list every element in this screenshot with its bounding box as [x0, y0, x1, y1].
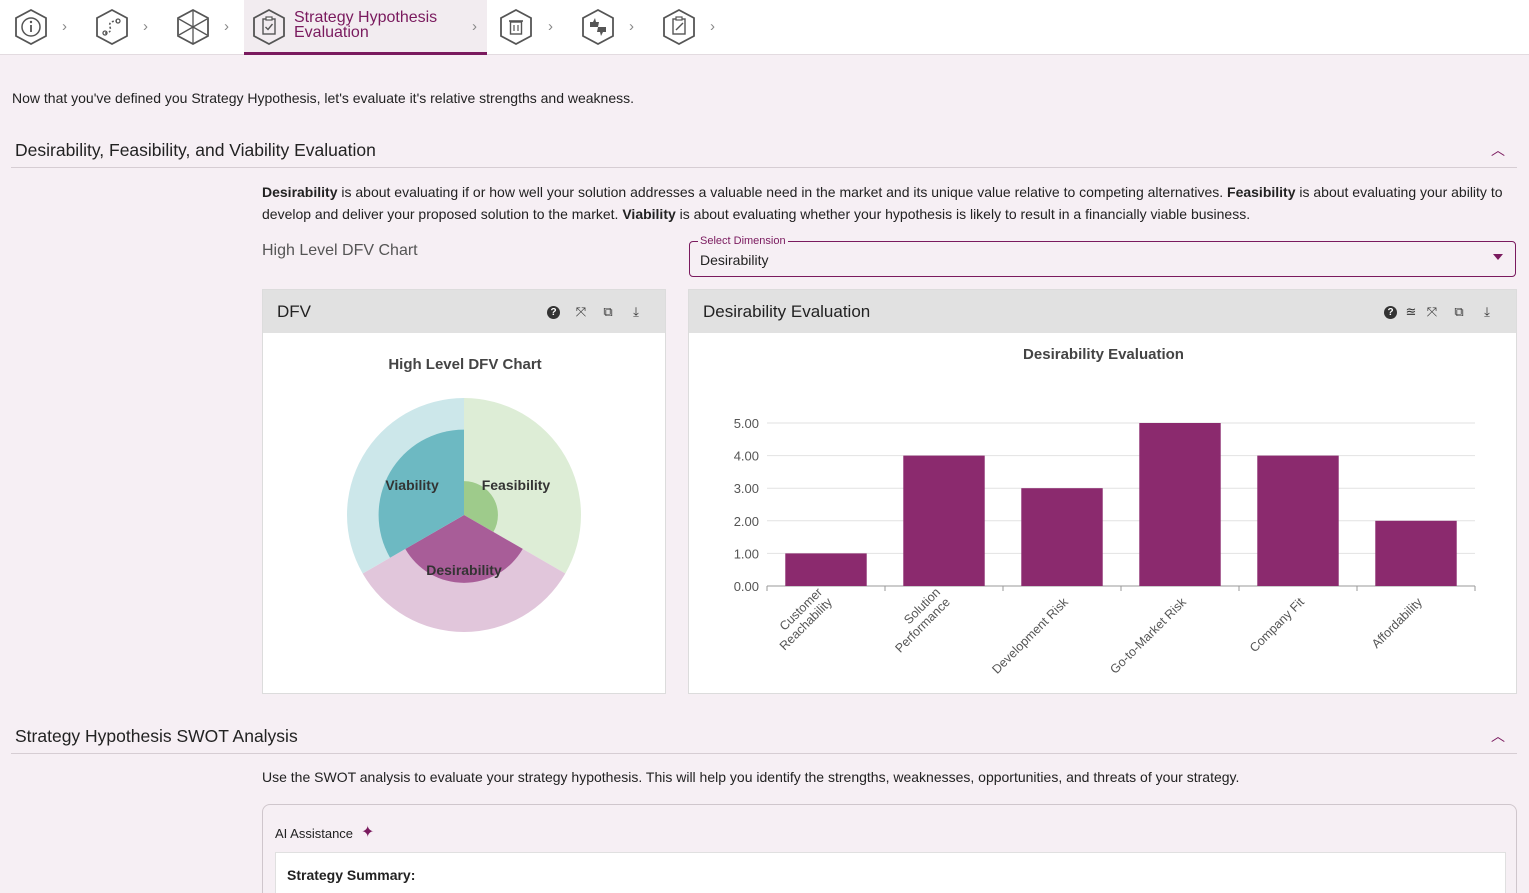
- step-label: Strategy Hypothesis Evaluation: [294, 9, 438, 41]
- expand-icon[interactable]: ⤧: [575, 304, 587, 319]
- section-title: Strategy Hypothesis SWOT Analysis: [15, 726, 298, 746]
- intro-text: Now that you've defined you Strategy Hyp…: [12, 90, 635, 106]
- x-tick-label: Development Risk: [989, 595, 1071, 677]
- select-legend: Select Dimension: [698, 235, 788, 247]
- chevron-right-icon: ›: [710, 18, 715, 35]
- step-info[interactable]: ›: [10, 0, 90, 55]
- x-tick-label: Go-to-Market Risk: [1107, 595, 1189, 677]
- strategy-summary-box[interactable]: Strategy Summary:: [275, 852, 1506, 893]
- clipboard-check-icon: [253, 8, 285, 46]
- chevron-right-icon: ›: [62, 18, 67, 35]
- y-tick-label: 1.00: [734, 546, 759, 561]
- desirability-eval-card: Desirability Evaluation ? ≊ ⤧ ⧉ ⤓ Desira…: [688, 289, 1517, 694]
- route-icon: [96, 8, 128, 46]
- viability-text: is about evaluating whether your hypothe…: [675, 206, 1251, 222]
- dfv-pie-chart: Feasibility Desirability Viability: [347, 398, 581, 632]
- bar: [785, 553, 867, 586]
- bar: [1139, 423, 1221, 586]
- y-tick-label: 0.00: [734, 579, 759, 594]
- chevron-right-icon: ›: [472, 18, 477, 35]
- clipboard-edit-icon: [663, 8, 695, 46]
- viability-term: Viability: [622, 206, 676, 222]
- step-discard[interactable]: ›: [493, 0, 571, 55]
- desirability-term: Desirability: [262, 184, 338, 200]
- x-tick-label-group: Company Fit: [1247, 595, 1307, 655]
- step-strategy[interactable]: ›: [170, 0, 244, 55]
- y-tick-label: 4.00: [734, 449, 759, 464]
- thumbs-icon: [582, 8, 614, 46]
- step-route[interactable]: ›: [90, 0, 170, 55]
- dfv-label-viability: Viability: [385, 477, 439, 493]
- download-icon[interactable]: ⤓: [1484, 304, 1490, 319]
- ai-assistance-label: AI Assistance: [275, 826, 354, 841]
- dimension-select[interactable]: Select Dimension Desirability: [689, 235, 1516, 277]
- dfv-label-desirability: Desirability: [426, 562, 502, 578]
- card-title: Desirability Evaluation: [703, 302, 871, 321]
- dfv-label-feasibility: Feasibility: [482, 477, 551, 493]
- dfv-section-header[interactable]: Desirability, Feasibility, and Viability…: [11, 130, 1517, 168]
- dfv-description: Desirability is about evaluating if or h…: [262, 181, 1517, 225]
- dfv-chart-label: High Level DFV Chart: [262, 242, 418, 259]
- chart-title: High Level DFV Chart: [388, 356, 542, 373]
- swot-section-header[interactable]: Strategy Hypothesis SWOT Analysis ︿: [11, 716, 1517, 754]
- caret-down-icon: [1493, 254, 1503, 260]
- step-feedback[interactable]: ›: [573, 0, 653, 55]
- filter-icon[interactable]: ≊: [1405, 304, 1417, 319]
- desirability-bar-chart: 0.00 1.00 2.00 3.00 4.00 5.00 CustomerReachabi…: [734, 416, 1476, 677]
- chevron-up-icon[interactable]: ︿: [1491, 728, 1505, 744]
- bar: [1257, 455, 1339, 586]
- chevron-right-icon: ›: [629, 18, 634, 35]
- download-icon[interactable]: ⤓: [633, 304, 639, 319]
- help-icon[interactable]: ?: [1384, 306, 1397, 319]
- y-tick-label: 2.00: [734, 514, 759, 529]
- copy-icon[interactable]: ⧉: [603, 304, 613, 319]
- chart-title: Desirability Evaluation: [1023, 346, 1184, 363]
- chevron-right-icon: ›: [224, 18, 229, 35]
- strategy-icon: [177, 8, 209, 46]
- stepper: › › › Strategy Hypothesis Evaluation ›: [0, 0, 1529, 55]
- chevron-right-icon: ›: [143, 18, 148, 35]
- desirability-text: is about evaluating if or how well your …: [337, 184, 1228, 200]
- help-icon[interactable]: ?: [547, 306, 560, 319]
- bar: [1021, 488, 1103, 586]
- y-tick-label: 5.00: [734, 416, 759, 431]
- card-header: Desirability Evaluation ? ≊ ⤧ ⧉ ⤓: [689, 290, 1516, 333]
- dfv-inner-slice-viability: [378, 429, 464, 558]
- sparkle-icon[interactable]: ✦: [361, 824, 375, 841]
- bar: [903, 455, 985, 586]
- x-tick-label: Company Fit: [1247, 595, 1307, 655]
- card-header: DFV ? ⤧ ⧉ ⤓: [263, 290, 665, 333]
- chevron-up-icon[interactable]: ︿: [1491, 142, 1505, 158]
- feasibility-text: is about evaluating your ability to deve…: [262, 184, 1503, 222]
- x-tick-label: Affordability: [1369, 595, 1425, 651]
- copy-icon[interactable]: ⧉: [1454, 304, 1464, 319]
- ai-assistance-box: AI Assistance ✦ Strategy Summary:: [262, 804, 1517, 893]
- swot-description: Use the SWOT analysis to evaluate your s…: [262, 769, 1240, 785]
- x-tick-label-group: Go-to-Market Risk: [1107, 595, 1189, 677]
- strategy-summary-title: Strategy Summary:: [287, 867, 416, 883]
- bar: [1375, 520, 1457, 586]
- x-tick-label-group: Development Risk: [989, 595, 1071, 677]
- dfv-card: DFV ? ⤧ ⧉ ⤓ High Level DFV Chart Feasibi…: [262, 289, 666, 694]
- feasibility-term: Feasibility: [1227, 184, 1296, 200]
- x-tick-label-group: Affordability: [1369, 595, 1425, 651]
- select-value: Desirability: [700, 252, 769, 268]
- dfv-inner-slice-feasibility: [464, 481, 498, 532]
- trash-icon: [500, 8, 532, 46]
- expand-icon[interactable]: ⤧: [1426, 304, 1438, 319]
- y-tick-label: 3.00: [734, 481, 759, 496]
- section-title: Desirability, Feasibility, and Viability…: [15, 140, 376, 160]
- info-icon: [15, 8, 47, 46]
- chevron-right-icon: ›: [548, 18, 553, 35]
- step-strategy-hypothesis-evaluation[interactable]: Strategy Hypothesis Evaluation ›: [244, 0, 487, 55]
- card-title: DFV: [277, 302, 311, 321]
- step-plan[interactable]: ›: [655, 0, 735, 55]
